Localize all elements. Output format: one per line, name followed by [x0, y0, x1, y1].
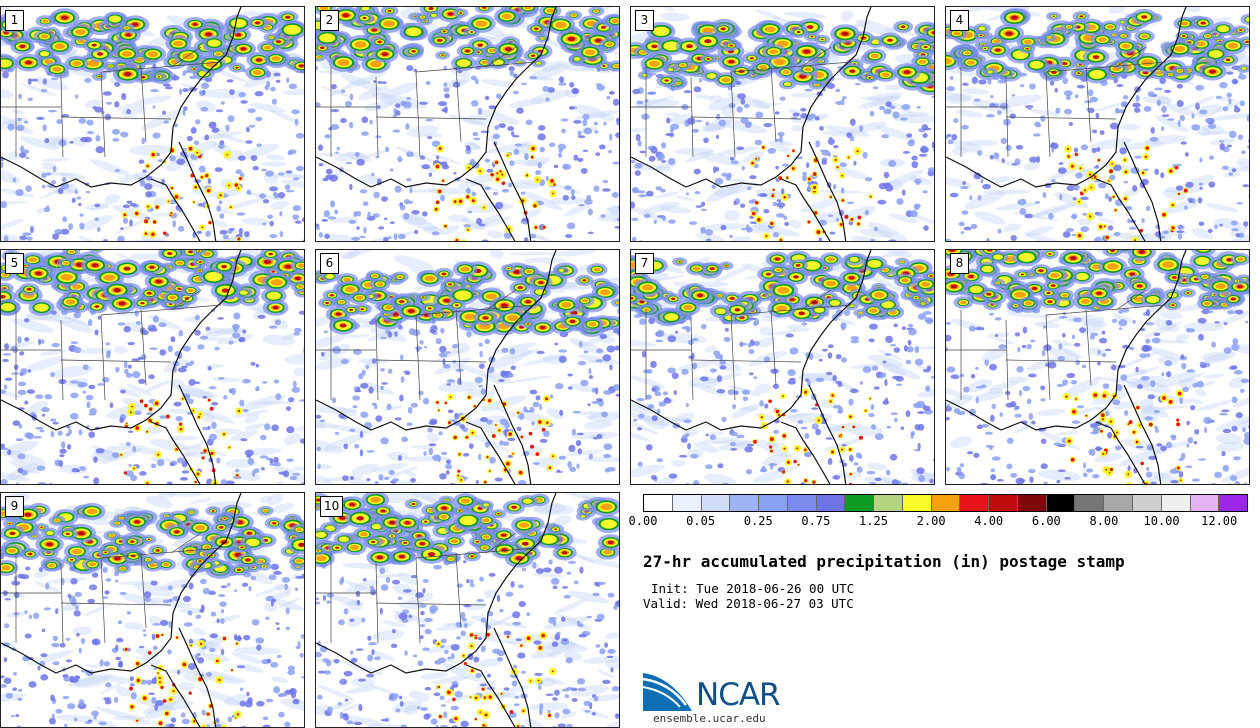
- precip-map: [1, 493, 304, 727]
- member-number-label: 2: [320, 10, 339, 31]
- colorbar-segment: [701, 495, 731, 511]
- colorbar-segment: [989, 495, 1018, 511]
- colorbar-segment: [902, 495, 932, 511]
- member-number-label: 6: [320, 253, 339, 274]
- logo-name: NCAR: [696, 677, 781, 713]
- colorbar-segment: [759, 495, 788, 511]
- member-number-label: 8: [950, 253, 969, 274]
- member-number-label: 3: [635, 10, 654, 31]
- init-time: Init: Tue 2018-06-26 00 UTC: [651, 581, 855, 596]
- member-panel-5: 5: [0, 249, 305, 485]
- colorbar-segment: [960, 495, 990, 511]
- colorbar-segment: [787, 495, 817, 511]
- precip-map: [1, 7, 304, 241]
- colorbar-tick-label: 4.00: [974, 514, 1004, 528]
- precip-map: [316, 7, 619, 241]
- colorbar-segment: [1075, 495, 1105, 511]
- colorbar-tick-label: 10.00: [1143, 514, 1180, 528]
- precip-map: [631, 7, 934, 241]
- colorbar-tick-label: 2.00: [916, 514, 946, 528]
- member-panel-10: 10: [315, 492, 620, 728]
- member-number-label: 5: [5, 253, 24, 274]
- colorbar-segment: [672, 495, 702, 511]
- member-panel-6: 6: [315, 249, 620, 485]
- member-panel-4: 4: [945, 6, 1250, 242]
- colorbar: [643, 494, 1248, 512]
- member-panel-7: 7: [630, 249, 935, 485]
- colorbar-segment: [644, 495, 673, 511]
- colorbar-segment: [816, 495, 846, 511]
- precip-map: [316, 250, 619, 484]
- member-number-label: 1: [5, 10, 24, 31]
- colorbar-tick-label: 0.25: [743, 514, 773, 528]
- member-number-label: 7: [635, 253, 654, 274]
- member-number-label: 10: [320, 496, 344, 517]
- colorbar-segment: [845, 495, 875, 511]
- colorbar-tick-label: 12.00: [1201, 514, 1238, 528]
- colorbar-tick-label: 0.75: [801, 514, 831, 528]
- figure-title: 27-hr accumulated precipitation (in) pos…: [643, 552, 1125, 571]
- valid-time: Valid: Wed 2018-06-27 03 UTC: [643, 596, 854, 611]
- colorbar-segment: [874, 495, 903, 511]
- precip-map: [1, 250, 304, 484]
- colorbar-segment: [1161, 495, 1191, 511]
- member-panel-3: 3: [630, 6, 935, 242]
- colorbar-segment: [931, 495, 961, 511]
- member-panel-8: 8: [945, 249, 1250, 485]
- precip-map: [946, 7, 1249, 241]
- colorbar-tick-label: 0.00: [628, 514, 658, 528]
- member-panel-2: 2: [315, 6, 620, 242]
- member-number-label: 9: [5, 496, 24, 517]
- member-number-label: 4: [950, 10, 969, 31]
- colorbar-tick-label: 0.05: [686, 514, 716, 528]
- colorbar-segment: [1133, 495, 1162, 511]
- logo-url: ensemble.ucar.edu: [653, 712, 766, 725]
- ncar-logo-icon: [642, 673, 692, 711]
- colorbar-tick-label: 8.00: [1089, 514, 1119, 528]
- colorbar-segment: [1046, 495, 1076, 511]
- precip-map: [946, 250, 1249, 484]
- colorbar-segment: [1104, 495, 1134, 511]
- precip-map: [316, 493, 619, 727]
- colorbar-segment: [1190, 495, 1220, 511]
- colorbar-tick-label: 6.00: [1031, 514, 1061, 528]
- member-panel-9: 9: [0, 492, 305, 728]
- colorbar-segment: [730, 495, 760, 511]
- colorbar-segment: [1017, 495, 1047, 511]
- colorbar-segment: [1219, 495, 1248, 511]
- precip-map: [631, 250, 934, 484]
- member-panel-1: 1: [0, 6, 305, 242]
- colorbar-tick-label: 1.25: [859, 514, 888, 528]
